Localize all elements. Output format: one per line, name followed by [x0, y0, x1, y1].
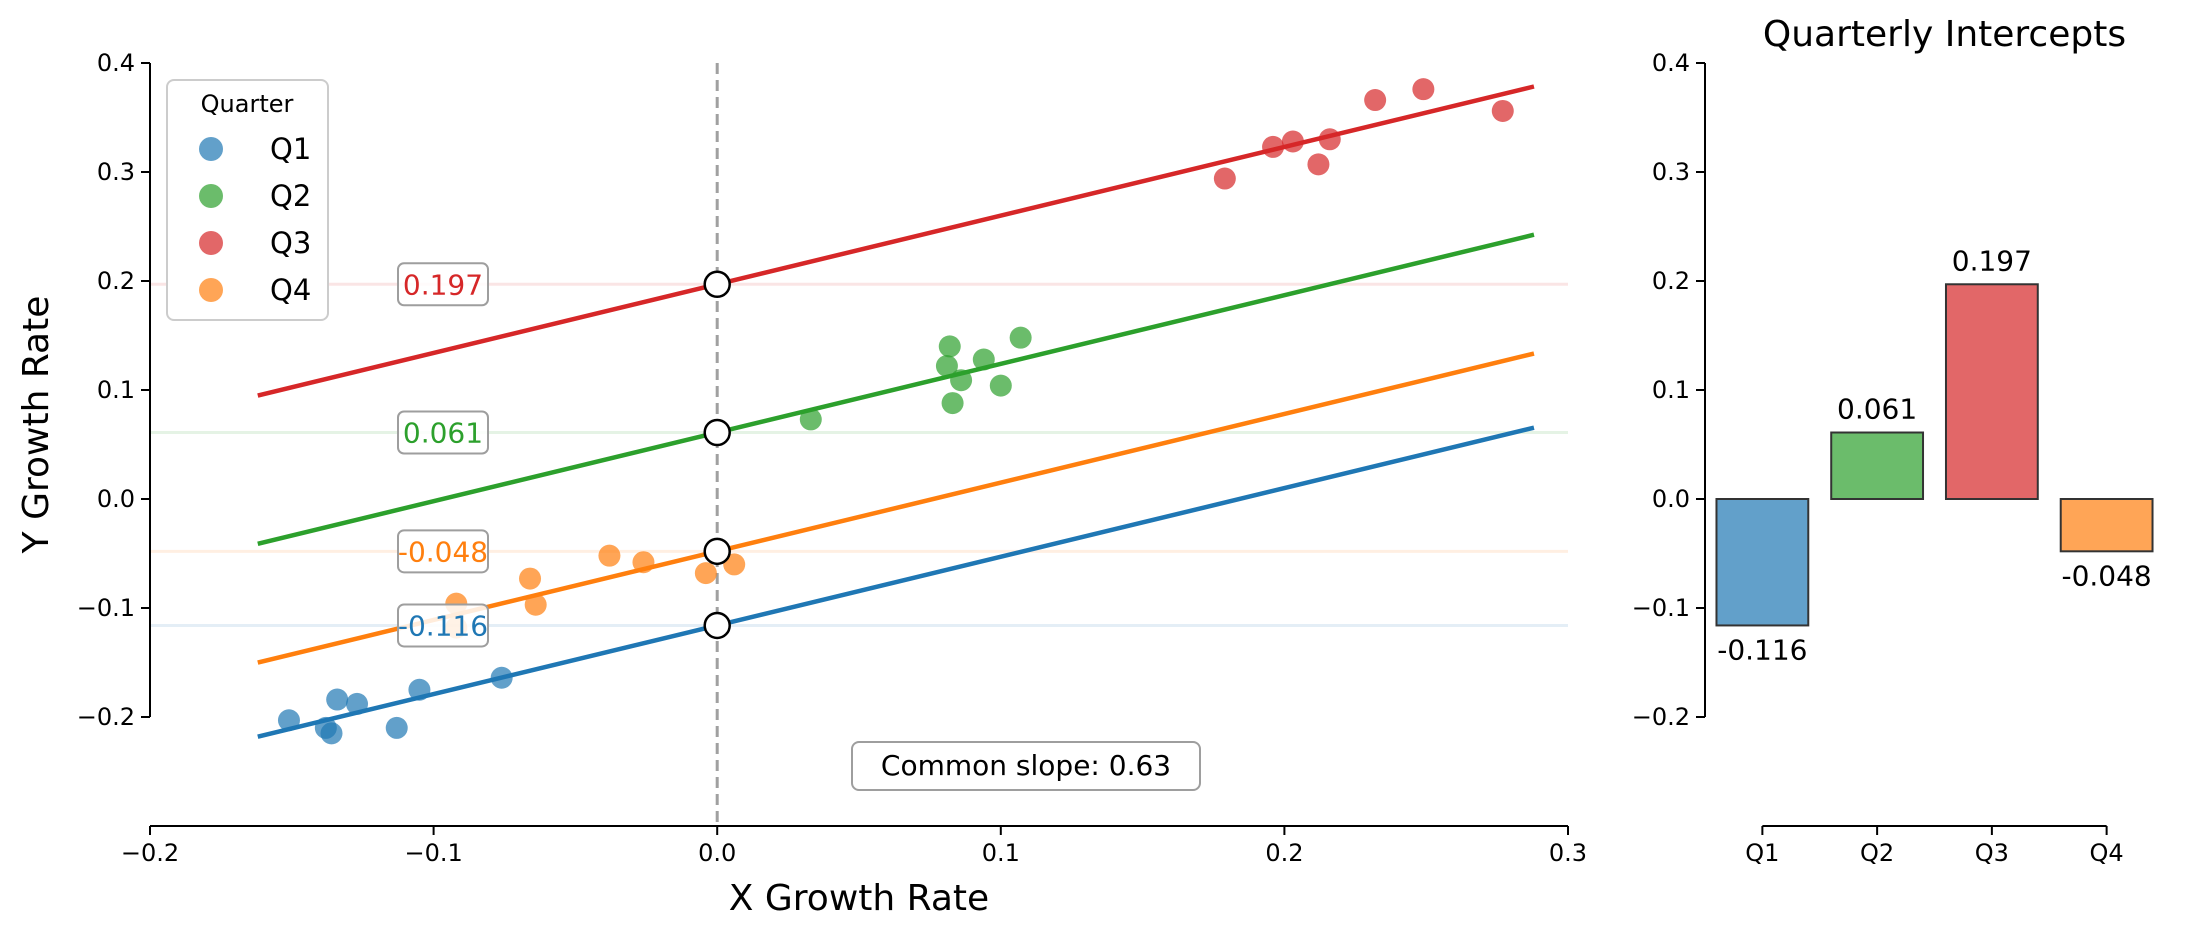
point-q4-5 — [694, 562, 717, 585]
point-q3-3 — [1307, 153, 1330, 176]
point-q2-7 — [1009, 326, 1032, 349]
point-q3-0 — [1213, 167, 1236, 190]
bar-q3 — [1944, 283, 2039, 500]
legend-label-q3: Q3 — [270, 226, 311, 260]
bar-x-tick-label-q4: Q4 — [2090, 839, 2124, 867]
bar-q4 — [2059, 498, 2154, 553]
legend-marker-q3 — [199, 231, 223, 255]
bar-x-tick-label-q2: Q2 — [1860, 839, 1894, 867]
point-q2-2 — [938, 335, 961, 358]
bar-y-tick-label-4: 0.2 — [1652, 267, 1690, 295]
intercept-annotation-q2: 0.061 — [403, 417, 483, 450]
point-q2-6 — [989, 374, 1012, 397]
bar-chart-title: Quarterly Intercepts — [1763, 14, 2126, 55]
bar-y-tick-label-3: 0.1 — [1652, 376, 1690, 404]
intercept-annotation-box-q4 — [397, 529, 489, 574]
x-tick-label-5: 0.3 — [1549, 839, 1587, 867]
y-tick-label-3: 0.1 — [97, 376, 135, 404]
legend-label-q2: Q2 — [270, 179, 311, 213]
point-q1-5 — [385, 716, 408, 739]
bar-value-label-q4: -0.048 — [2061, 559, 2151, 592]
x-tick-label-3: 0.1 — [982, 839, 1020, 867]
y-tick-label-2: 0.0 — [97, 485, 135, 513]
point-q4-2 — [524, 593, 547, 616]
x-tick-label-0: −0.2 — [121, 839, 179, 867]
bar-y-tick-label-5: 0.3 — [1652, 158, 1690, 186]
intercept-annotation-q3: 0.197 — [403, 268, 483, 301]
y-tick-label-0: −0.2 — [77, 703, 135, 731]
y-tick-label-6: 0.4 — [97, 49, 135, 77]
bar-x-tick-label-q3: Q3 — [1975, 839, 2009, 867]
bar-value-label-q3: 0.197 — [1952, 244, 2032, 277]
y-tick-label-4: 0.2 — [97, 267, 135, 295]
slope-annotation: Common slope: 0.63 — [881, 749, 1171, 782]
bar-y-tick-label-2: 0.0 — [1652, 485, 1690, 513]
point-q3-6 — [1412, 78, 1435, 101]
point-q4-6 — [723, 553, 746, 576]
bar-q1 — [1715, 498, 1810, 627]
y-tick-label-5: 0.3 — [97, 158, 135, 186]
slope-annotation-box — [851, 741, 1201, 791]
legend-marker-q2 — [199, 184, 223, 208]
y-axis-label: Y Growth Rate — [16, 296, 57, 555]
intercept-annotation-q1: -0.116 — [398, 609, 488, 642]
point-q4-1 — [519, 567, 542, 590]
bar-y-tick-label-1: −0.1 — [1632, 594, 1690, 622]
bar-y-tick-label-6: 0.4 — [1652, 49, 1690, 77]
intercept-bar-chart: Quarterly Intercepts -0.116 0.061 0.197 -0.0… — [1632, 14, 2154, 867]
bar-y-tick-label-0: −0.2 — [1632, 703, 1690, 731]
intercept-annotation-box-q3 — [397, 262, 489, 307]
intercept-annotation-q4: -0.048 — [398, 535, 488, 568]
scatter-plot: -0.116 0.061 0.197 -0.048 −0.2 −0.1 0.0 0.1 0.2 0… — [16, 49, 1587, 919]
legend-marker-q4 — [199, 278, 223, 302]
bar-value-label-q2: 0.061 — [1837, 393, 1917, 426]
x-tick-label-4: 0.2 — [1265, 839, 1303, 867]
legend-label-q1: Q1 — [270, 132, 311, 166]
intercept-marker-q4 — [703, 537, 731, 566]
intercept-annotation-box-q1 — [397, 603, 489, 648]
x-axis-label: X Growth Rate — [729, 878, 989, 919]
x-tick-label-2: 0.0 — [698, 839, 736, 867]
intercept-marker-q1 — [703, 611, 731, 640]
legend-marker-q1 — [199, 137, 223, 161]
intercept-marker-q3 — [703, 270, 731, 299]
fit-line-q2 — [257, 232, 1535, 546]
legend: Quarter Q1 Q2 Q3 Q4 — [166, 79, 329, 321]
legend-label-q4: Q4 — [270, 273, 311, 307]
x-tick-label-1: −0.1 — [404, 839, 462, 867]
fit-line-q1 — [257, 425, 1535, 739]
point-q2-3 — [941, 392, 964, 415]
legend-title: Quarter — [201, 90, 294, 118]
point-q2-0 — [799, 408, 822, 431]
point-q4-3 — [598, 544, 621, 567]
bar-x-tick-label-q1: Q1 — [1745, 839, 1779, 867]
point-q3-5 — [1364, 89, 1387, 112]
y-tick-label-1: −0.1 — [77, 594, 135, 622]
point-q3-7 — [1491, 99, 1514, 122]
intercept-marker-q2 — [703, 418, 731, 447]
bar-q2 — [1830, 431, 1925, 501]
point-q1-2 — [320, 722, 343, 745]
point-q2-1 — [935, 355, 958, 378]
point-q1-3 — [326, 688, 349, 711]
intercept-annotation-box-q2 — [397, 410, 489, 455]
bar-value-label-q1: -0.116 — [1717, 633, 1807, 666]
fit-line-q3 — [257, 84, 1535, 398]
